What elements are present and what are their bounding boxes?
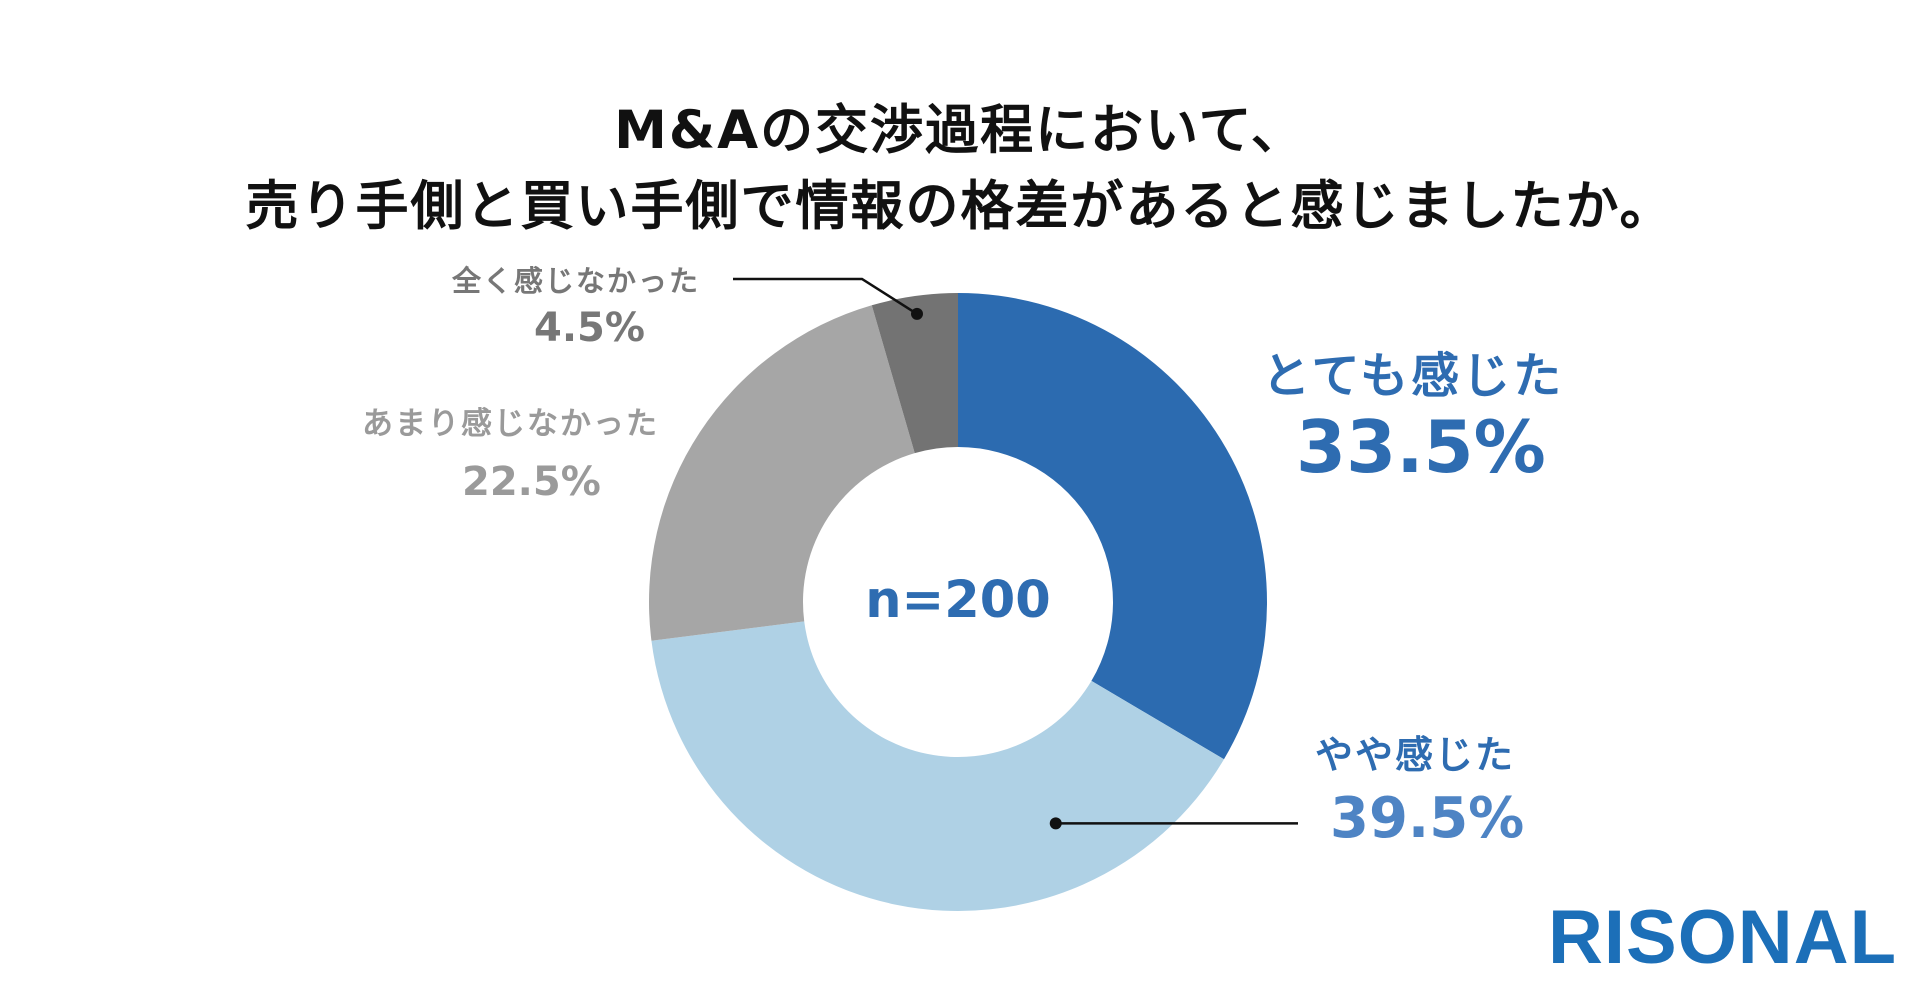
chart-title-line-1: M&Aの交渉過程において、 — [614, 100, 1306, 161]
leader-line-3 — [733, 277, 918, 315]
donut-slice-3 — [871, 293, 958, 454]
slice-label-name-1: やや感じた — [1315, 733, 1516, 777]
leader-dot-1 — [1049, 817, 1062, 830]
slice-label-value-3: 4.5% — [534, 305, 645, 351]
slice-label-name-2: あまり感じなかった — [362, 406, 659, 442]
donut-slice-2 — [649, 305, 915, 641]
slice-label-value-2: 22.5% — [462, 459, 601, 505]
brand-logo: RISONAL — [1548, 895, 1897, 980]
donut-slice-1 — [651, 621, 1224, 911]
slice-label-value-0: 33.5% — [1296, 405, 1546, 489]
slice-label-name-0: とても感じた — [1262, 348, 1565, 404]
donut-slice-0 — [958, 293, 1267, 760]
leader-dot-3 — [910, 307, 923, 320]
donut-center-label: n=200 — [865, 571, 1051, 630]
chart-title-line-2: 売り手側と買い手側で情報の格差があると感じましたか。 — [245, 176, 1675, 237]
slice-label-value-1: 39.5% — [1330, 786, 1525, 851]
slice-label-name-3: 全く感じなかった — [452, 264, 701, 298]
